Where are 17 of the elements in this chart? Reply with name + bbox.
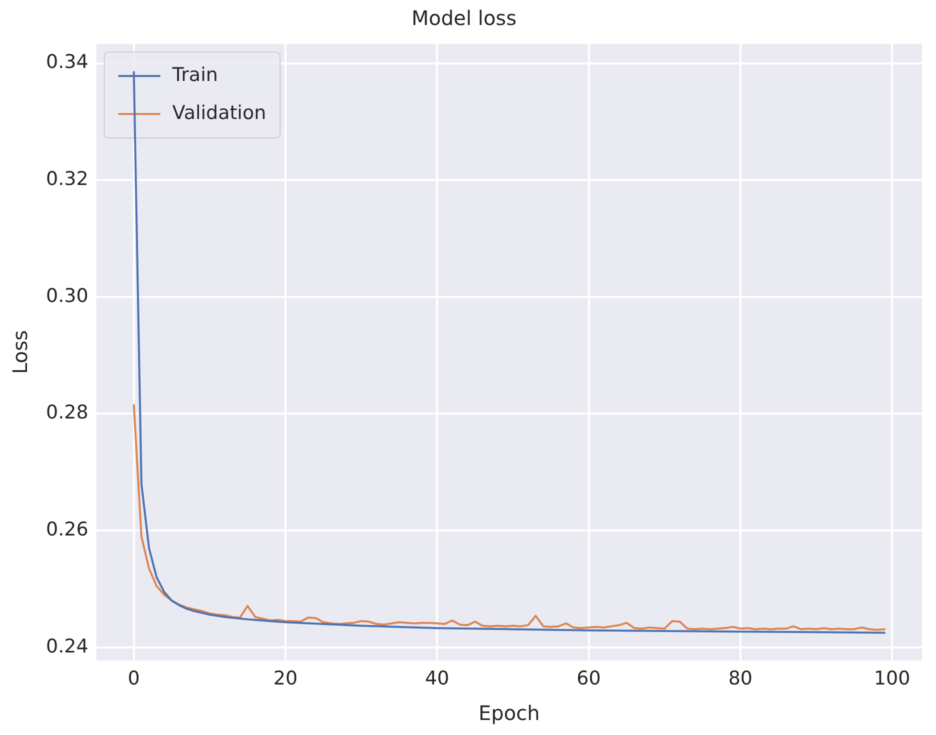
- y-tick-label: 0.28: [46, 402, 88, 424]
- y-tick-label: 0.34: [46, 51, 88, 74]
- legend-label: Train: [171, 64, 218, 86]
- y-tick-label: 0.26: [46, 518, 88, 540]
- chart-title: Model loss: [411, 6, 517, 30]
- x-tick-label: 100: [874, 668, 910, 690]
- x-tick-label: 0: [128, 668, 140, 690]
- y-tick-label: 0.30: [46, 284, 88, 307]
- x-tick-label: 40: [425, 668, 450, 690]
- legend-label: Validation: [172, 102, 266, 124]
- y-axis-title: Loss: [8, 330, 32, 374]
- y-tick-label: 0.32: [46, 168, 88, 190]
- x-axis-title: Epoch: [478, 701, 540, 726]
- x-tick-label: 80: [728, 668, 752, 690]
- x-tick-label: 20: [273, 668, 298, 690]
- x-tick-label: 60: [576, 668, 601, 690]
- y-tick-label: 0.24: [46, 635, 88, 658]
